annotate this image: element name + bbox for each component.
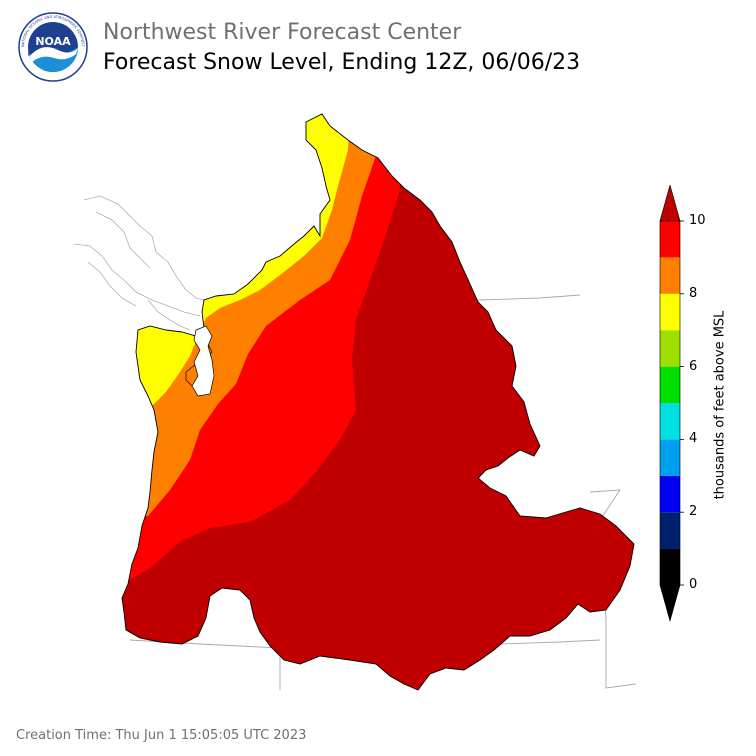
colorbar-bin-2 bbox=[660, 475, 680, 513]
colorbar-bin-9 bbox=[660, 221, 680, 258]
colorbar-tick-label: 8 bbox=[689, 285, 698, 301]
colorbar-bin-4 bbox=[660, 403, 680, 440]
colorbar-bin-5 bbox=[660, 366, 680, 403]
logo-text: NOAA bbox=[35, 35, 71, 48]
puget-sound-water bbox=[191, 325, 215, 397]
colorbar-tick-label: 2 bbox=[689, 504, 698, 520]
creation-time: Creation Time: Thu Jun 1 15:05:05 UTC 20… bbox=[16, 728, 307, 743]
colorbar-tick-label: 10 bbox=[689, 213, 706, 228]
colorbar-bin-3 bbox=[660, 439, 680, 476]
org-title: Northwest River Forecast Center bbox=[103, 20, 462, 45]
colorbar-bin-8 bbox=[660, 257, 680, 294]
colorbar-over-arrow bbox=[659, 185, 681, 222]
map-title: Forecast Snow Level, Ending 12Z, 06/06/2… bbox=[103, 50, 581, 75]
colorbar: 0 2 4 6 8 10 thousands of feet above MSL bbox=[655, 185, 755, 625]
colorbar-bin-0 bbox=[660, 548, 680, 585]
colorbar-bin-7 bbox=[660, 293, 680, 331]
noaa-logo: NOAA NATIONAL OCEANIC AND ATMOSPHERIC AD… bbox=[18, 12, 88, 82]
colorbar-tick-label: 6 bbox=[689, 358, 698, 374]
colorbar-unit-label: thousands of feet above MSL bbox=[712, 310, 728, 500]
colorbar-bin-6 bbox=[660, 330, 680, 367]
snow-level-zones bbox=[122, 114, 634, 690]
colorbar-tick-label: 4 bbox=[689, 431, 698, 447]
colorbar-bin-1 bbox=[660, 512, 680, 549]
colorbar-frame bbox=[659, 220, 681, 586]
colorbar-swatches bbox=[659, 185, 684, 623]
colorbar-tick-label: 0 bbox=[689, 577, 698, 592]
colorbar-under-arrow bbox=[659, 584, 681, 623]
coastline-outline bbox=[73, 195, 205, 331]
